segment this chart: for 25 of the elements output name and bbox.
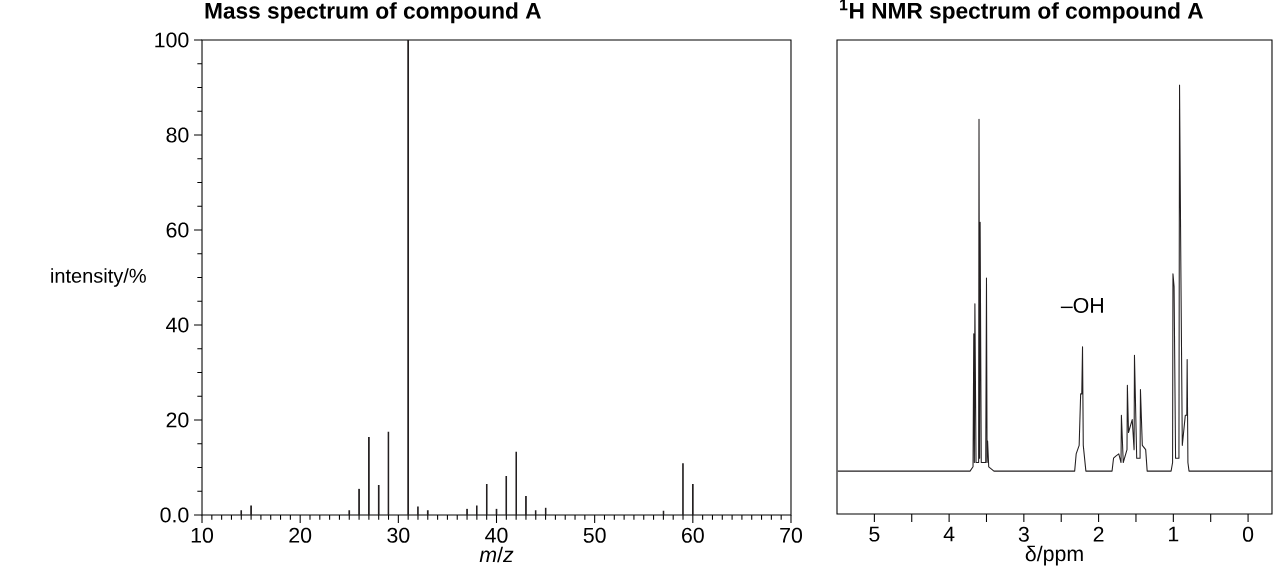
x-tick-label: 30 [387,527,410,543]
y-axis-title: intensity/% [51,268,146,287]
x-tick-label: 40 [485,527,508,543]
y-tick-label: 60 [166,222,189,238]
x-tick-label: 20 [289,527,312,543]
x-tick-label: 3 [1018,526,1029,542]
x-tick-label: 4 [943,526,955,542]
x-tick-label: 2 [1093,526,1104,542]
y-tick-label: 0.0 [160,507,189,523]
x-tick-label: 70 [780,527,803,543]
y-tick-label: 80 [166,127,189,143]
x-tick-label: 10 [191,527,214,543]
annotation: –OH [1060,297,1103,313]
x-axis-title: m/z [479,546,514,563]
chart-title: $^{1}$H NMR spectrum of compound A [840,0,1204,24]
x-tick-label: 50 [583,527,606,543]
chart-title: Mass spectrum of compound A [205,2,541,24]
x-tick-label: 60 [682,527,704,543]
y-tick-label: 100 [155,32,189,48]
x-axis-title: δ/ppm [1025,545,1083,566]
y-tick-label: 40 [166,317,189,333]
x-tick-label: 0 [1242,526,1254,542]
y-tick-label: 20 [166,412,189,428]
x-tick-label: 5 [869,526,880,542]
x-tick-label: 1 [1169,526,1179,542]
